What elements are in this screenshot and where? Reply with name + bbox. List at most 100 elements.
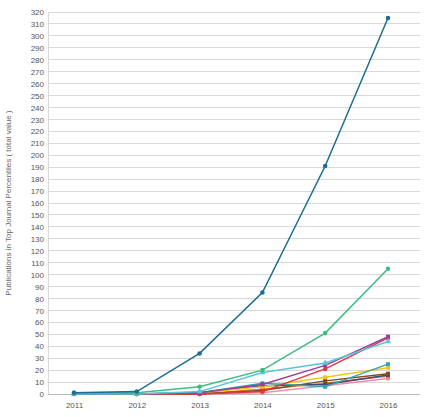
y-tick-label: 10: [35, 378, 44, 387]
y-tick-label: 280: [31, 56, 45, 65]
grid-line: [48, 35, 420, 36]
y-tick-label: 160: [31, 199, 45, 208]
grid: [48, 12, 420, 394]
x-tick-label: 2013: [191, 401, 209, 410]
y-tick: 20: [35, 366, 48, 375]
y-axis-title: Publications in Top Journal Percentiles …: [4, 110, 13, 296]
y-tick-label: 250: [31, 92, 45, 101]
grid-line: [48, 59, 420, 60]
y-tick-label: 170: [31, 187, 45, 196]
chart-container: 0102030405060708090100110120130140150160…: [0, 0, 426, 417]
y-tick-label: 140: [31, 223, 45, 232]
grid-line: [48, 334, 420, 335]
y-tick-label: 130: [31, 235, 45, 244]
y-tick: 0: [40, 390, 48, 399]
y-tick-label: 120: [31, 247, 45, 256]
series-marker: [71, 390, 77, 395]
series-marker: [197, 385, 202, 390]
x-tick-label: 2011: [66, 401, 84, 410]
series-marker: [386, 362, 390, 366]
series-line: [74, 341, 388, 394]
series-marker: [323, 383, 328, 388]
series-marker: [386, 266, 391, 271]
y-tick: 10: [35, 378, 48, 387]
series: [72, 16, 391, 395]
x-tick-label: 2014: [254, 401, 272, 410]
y-tick-label: 20: [35, 366, 44, 375]
x-tick: 2014: [254, 394, 272, 410]
y-tick-label: 290: [31, 44, 45, 53]
y-tick-label: 0: [40, 390, 45, 399]
y-tick-label: 220: [31, 127, 45, 136]
series: [72, 266, 391, 395]
chart: 0102030405060708090100110120130140150160…: [0, 0, 426, 417]
series-marker: [323, 375, 328, 380]
y-tick: 50: [35, 330, 48, 339]
y-tick-label: 70: [35, 306, 44, 315]
y-tick: 140: [31, 223, 48, 232]
y-tick-label: 230: [31, 115, 45, 124]
y-tick: 180: [31, 175, 48, 184]
series-marker: [260, 290, 265, 295]
series-marker: [323, 367, 328, 372]
grid-line: [48, 167, 420, 168]
y-tick: 220: [31, 127, 48, 136]
y-tick-label: 260: [31, 80, 45, 89]
x-tick: 2013: [191, 394, 209, 410]
grid-line: [48, 322, 420, 323]
y-tick: 80: [35, 295, 48, 304]
grid-line: [48, 238, 420, 239]
grid-line: [48, 155, 420, 156]
y-tick-label: 80: [35, 295, 44, 304]
x-tick-label: 2012: [128, 401, 146, 410]
y-tick-label: 310: [31, 20, 45, 29]
y-tick: 270: [31, 68, 48, 77]
series-marker: [260, 382, 264, 386]
grid-line: [48, 250, 420, 251]
y-tick: 120: [31, 247, 48, 256]
series-marker: [197, 351, 202, 356]
y-tick-label: 210: [31, 139, 45, 148]
y-axis-line: [48, 13, 49, 395]
grid-line: [48, 203, 420, 204]
grid-line: [48, 298, 420, 299]
x-tick-label: 2016: [380, 401, 398, 410]
series-line: [74, 338, 388, 394]
series-line: [74, 18, 388, 393]
y-tick: 40: [35, 342, 48, 351]
grid-line: [48, 286, 420, 287]
grid-line: [48, 83, 420, 84]
y-tick: 130: [31, 235, 48, 244]
y-tick: 290: [31, 44, 48, 53]
y-tick-label: 60: [35, 318, 44, 327]
y-tick-label: 300: [31, 32, 45, 41]
y-tick: 60: [35, 318, 48, 327]
grid-line: [48, 358, 420, 359]
y-tick: 90: [35, 283, 48, 292]
grid-line: [48, 226, 420, 227]
x-tick: 2016: [380, 394, 398, 410]
grid-line: [48, 23, 420, 24]
y-tick-label: 270: [31, 68, 45, 77]
series-marker: [323, 385, 327, 389]
y-tick-label: 150: [31, 211, 45, 220]
y-tick: 150: [31, 211, 48, 220]
y-tick-label: 190: [31, 163, 45, 172]
y-tick: 300: [31, 32, 48, 41]
y-tick-label: 320: [31, 8, 45, 17]
series-marker: [386, 365, 391, 370]
y-tick: 280: [31, 56, 48, 65]
series-marker: [135, 389, 140, 394]
y-tick-label: 40: [35, 342, 44, 351]
y-tick: 260: [31, 80, 48, 89]
grid-line: [48, 191, 420, 192]
grid-line: [48, 95, 420, 96]
y-tick: 250: [31, 92, 48, 101]
series-marker: [386, 372, 390, 376]
grid-line: [48, 47, 420, 48]
series-line: [74, 374, 388, 394]
y-tick: 30: [35, 354, 48, 363]
series-marker: [260, 389, 265, 394]
y-tick-label: 90: [35, 283, 44, 292]
series-marker: [322, 359, 328, 364]
